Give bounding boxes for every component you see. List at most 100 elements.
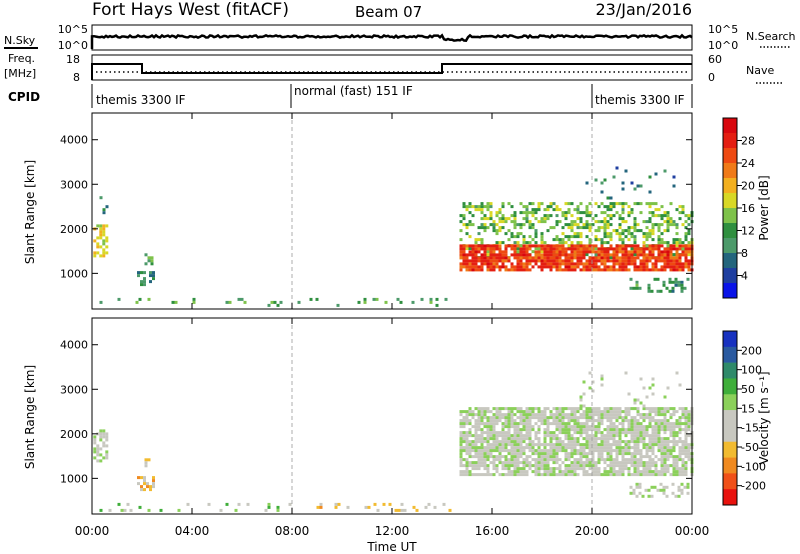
power-echo-cell — [510, 253, 514, 257]
velocity-echo-cell — [513, 473, 517, 477]
velocity-echo-cell — [630, 440, 634, 444]
velocity-echo-cell — [537, 461, 541, 465]
velocity-echo-cell — [582, 443, 586, 447]
velocity-echo-cell — [513, 464, 517, 468]
velocity-echo-cell — [570, 461, 574, 465]
velocity-echo-cell — [573, 419, 577, 423]
velocity-echo-cell — [480, 416, 484, 420]
velocity-echo-cell — [642, 437, 646, 441]
velocity-echo-cell — [657, 449, 661, 453]
power-echo-cell — [636, 229, 640, 233]
velocity-echo-cell — [400, 502, 404, 506]
velocity-echo-cell — [573, 467, 577, 471]
velocity-echo-cell — [477, 434, 481, 438]
velocity-cbar-segment — [723, 441, 737, 458]
power-echo-cell — [612, 202, 616, 206]
power-echo-cell — [579, 211, 583, 215]
velocity-echo-cell — [525, 410, 529, 414]
velocity-echo-cell — [267, 505, 271, 509]
velocity-echo-cell — [666, 458, 670, 462]
velocity-echo-cell — [412, 505, 416, 509]
velocity-echo-cell — [525, 419, 529, 423]
velocity-echo-cell — [687, 416, 691, 420]
velocity-echo-cell — [567, 425, 571, 429]
velocity-echo-cell — [546, 473, 550, 477]
power-echo-cell — [621, 265, 625, 269]
power-echo-cell — [528, 223, 532, 227]
velocity-echo-cell — [621, 410, 625, 414]
power-echo-cell — [630, 208, 634, 212]
velocity-echo-cell — [615, 428, 619, 432]
velocity-echo-cell — [504, 446, 508, 450]
velocity-echo-cell — [427, 502, 431, 506]
power-echo-cell — [570, 268, 574, 272]
velocity-echo-cell — [510, 434, 514, 438]
velocity-echo-cell — [564, 458, 568, 462]
velocity-echo-cell — [498, 419, 502, 423]
velocity-echo-cell — [621, 425, 625, 429]
power-echo-cell — [546, 214, 550, 218]
velocity-echo-cell — [609, 428, 613, 432]
power-echo-cell — [636, 256, 640, 260]
power-echo-cell — [564, 211, 568, 215]
velocity-cbar-label: Velocity [m s⁻¹] — [757, 371, 771, 464]
power-echo-cell — [570, 241, 574, 245]
velocity-echo-cell — [585, 410, 589, 414]
velocity-echo-cell — [633, 437, 637, 441]
velocity-echo-cell — [495, 470, 499, 474]
velocity-echo-cell — [603, 413, 607, 417]
power-echo-cell — [489, 244, 493, 248]
velocity-echo-cell — [237, 502, 241, 506]
velocity-echo-cell — [507, 419, 511, 423]
velocity-echo-cell — [612, 464, 616, 468]
velocity-echo-cell — [507, 470, 511, 474]
velocity-echo-cell — [567, 473, 571, 477]
power-echo-cell — [630, 211, 634, 215]
power-echo-cell — [546, 256, 550, 260]
power-cbar-segment — [723, 238, 737, 254]
velocity-echo-cell — [630, 428, 634, 432]
power-echo-cell — [663, 253, 667, 257]
velocity-echo-cell — [459, 437, 463, 441]
velocity-echo-cell — [680, 488, 684, 492]
velocity-echo-cell — [471, 473, 475, 477]
power-echo-cell — [645, 259, 649, 263]
power-echo-cell — [651, 256, 655, 260]
velocity-echo-cell — [516, 452, 520, 456]
velocity-echo-cell — [561, 407, 565, 411]
power-echo-cell — [486, 247, 490, 251]
power-echo-cell — [624, 202, 628, 206]
power-echo-cell — [555, 205, 559, 209]
power-cbar-tick-label: 28 — [741, 135, 755, 148]
velocity-echo-cell — [642, 446, 646, 450]
power-echo-cell — [140, 271, 143, 275]
velocity-echo-cell — [582, 404, 586, 408]
velocity-echo-cell — [474, 437, 478, 441]
power-echo-cell — [495, 253, 499, 257]
velocity-echo-cell — [606, 407, 610, 411]
power-echo-cell — [507, 268, 511, 272]
velocity-echo-cell — [465, 431, 469, 435]
power-echo-cell — [477, 244, 481, 248]
power-echo-cell — [573, 244, 577, 248]
velocity-echo-cell — [597, 419, 601, 423]
velocity-echo-cell — [319, 502, 323, 506]
velocity-echo-cell — [561, 470, 565, 474]
power-echo-cell — [543, 214, 547, 218]
power-echo-cell — [549, 247, 553, 251]
power-echo-cell — [663, 259, 667, 263]
velocity-echo-cell — [675, 464, 679, 468]
velocity-echo-cell — [477, 458, 481, 462]
power-echo-cell — [624, 229, 628, 233]
power-echo-cell — [585, 250, 589, 254]
velocity-echo-cell — [549, 437, 553, 441]
velocity-echo-cell — [531, 440, 535, 444]
velocity-echo-cell — [588, 434, 592, 438]
velocity-echo-cell — [501, 428, 505, 432]
velocity-echo-cell — [152, 485, 155, 489]
velocity-echo-cell — [483, 467, 487, 471]
velocity-echo-cell — [146, 482, 149, 486]
velocity-echo-cell — [471, 461, 475, 465]
velocity-echo-cell — [93, 435, 97, 439]
velocity-echo-cell — [651, 425, 655, 429]
